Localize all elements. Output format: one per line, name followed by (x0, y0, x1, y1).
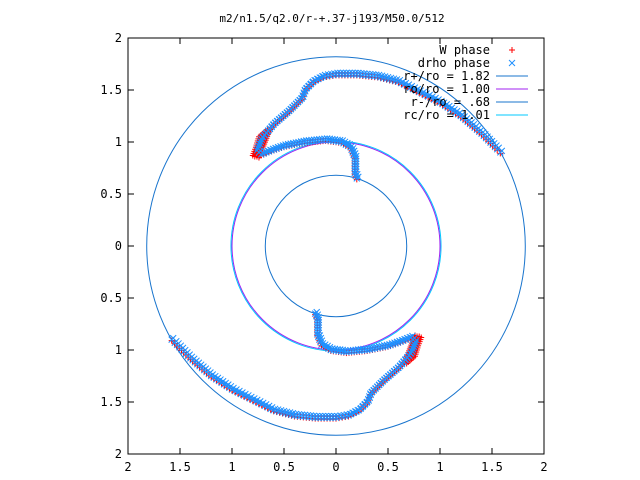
axis-ticks: 2 1.5 1 0.5 0 0.5 1 1.5 221.510.500.511.52 (100, 31, 547, 474)
drho-phase-point (352, 152, 360, 160)
drho-phase-point (307, 412, 315, 419)
drho-phase-point (325, 412, 332, 420)
x-tick-label: 2 (540, 460, 547, 474)
w-phase-point (171, 340, 178, 347)
legend-label: r+/ro = 1.82 (403, 69, 490, 83)
legend-label: drho phase (418, 56, 490, 70)
x-tick-label: 1.5 (169, 460, 191, 474)
legend-label: r-/ro = .68 (411, 95, 490, 109)
phase-points (168, 69, 506, 422)
y-tick-label: 1 (115, 343, 122, 357)
drho-phase-point (313, 308, 321, 316)
drho-phase-point (375, 343, 383, 350)
x-tick-label: 1 (228, 460, 235, 474)
x-tick-label: 1.5 (481, 460, 503, 474)
drho-phase-point (380, 342, 388, 349)
y-tick-label: 0.5 (100, 291, 122, 305)
drho-phase-point (498, 147, 506, 155)
drho-phase-point (301, 411, 309, 419)
drho-phase-point (331, 345, 339, 353)
drho-phase-point (304, 411, 312, 419)
drho-phase-point (328, 412, 335, 420)
drho-phase-point (334, 412, 341, 420)
drho-phase-point (295, 410, 303, 418)
drho-phase-point (258, 136, 266, 144)
drho-phase-point (352, 157, 360, 165)
x-tick-label: 0 (332, 460, 339, 474)
x-tick-label: 1 (436, 460, 443, 474)
y-tick-label: 0.5 (100, 187, 122, 201)
drho-phase-point (378, 342, 386, 350)
w-phase-point (497, 150, 504, 157)
w-phase-point (168, 337, 175, 344)
y-tick-label: 2 (115, 31, 122, 45)
drho-phase-point (256, 140, 264, 148)
y-tick-label: 0 (115, 239, 122, 253)
chart-title: m2/n1.5/q2.0/r-+.37-j193/M50.0/512 (219, 12, 444, 25)
drho-phase-point (255, 143, 263, 150)
drho-phase-point (331, 412, 338, 420)
drho-phase-point (310, 412, 318, 420)
drho-phase-point (322, 412, 329, 420)
drho-phase-point (313, 412, 321, 420)
drho-phase-point (298, 411, 306, 418)
drho-phase-point (259, 134, 266, 141)
y-tick-label: 1.5 (100, 395, 122, 409)
x-tick-label: 0.5 (377, 460, 399, 474)
drho-phase-point (169, 334, 177, 342)
y-tick-label: 1.5 (100, 83, 122, 97)
drho-phase-point (352, 163, 360, 170)
drho-phase-point (347, 346, 354, 354)
drho-phase-point (319, 412, 326, 420)
x-tick-label: 2 (124, 460, 131, 474)
circle-ro-ro-1-00 (231, 141, 441, 351)
w-phase-point (414, 333, 421, 340)
drho-phase-point (383, 341, 391, 349)
drho-phase-point (370, 344, 378, 351)
legend-marker-drho (508, 59, 516, 67)
drho-phase-point (316, 412, 324, 420)
drho-phase-point (354, 173, 362, 181)
legend-label: ro/ro = 1.00 (403, 82, 490, 96)
x-tick-label: 0.5 (273, 460, 295, 474)
drho-phase-point (352, 155, 360, 163)
legend-label: rc/ro = 1.01 (403, 108, 490, 122)
drho-phase-point (352, 165, 360, 173)
y-tick-label: 1 (115, 135, 122, 149)
drho-phase-point (257, 138, 265, 146)
legend-marker-w (509, 47, 515, 53)
y-tick-label: 2 (115, 447, 122, 461)
drho-phase-point (352, 160, 360, 168)
circle-r-ro-68 (264, 174, 408, 318)
drho-phase-point (373, 343, 380, 351)
drho-phase-point (386, 340, 393, 348)
w-phase-point (494, 147, 501, 154)
circle-r-ro-1-82 (146, 56, 526, 436)
legend-label: W phase (439, 43, 490, 57)
